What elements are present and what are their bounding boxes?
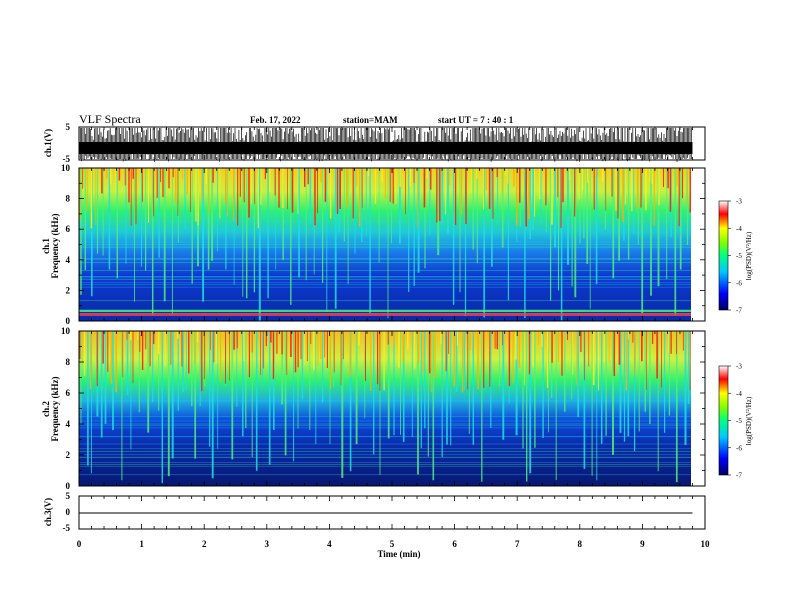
y-tick-label: 2 — [66, 450, 71, 460]
y-tick-label: 6 — [66, 224, 71, 234]
ch2-colorbar-ticks: -3 -4 -5 -6 -7 — [728, 363, 742, 480]
x-tick-label: 4 — [327, 539, 332, 549]
ch1-waveform-panel: 5 -5 ch.1(V) — [43, 122, 706, 164]
ch2-spectrogram-yticks: 0 2 4 6 8 10 — [61, 326, 705, 491]
ch1-low-band — [79, 313, 693, 316]
ch1-spectrogram-panel: 0 2 4 6 8 10 ch.1 Frequency (kHz) — [41, 163, 706, 326]
ch1-colorbar: -3 -4 -5 -6 -7 log(PSD)(V²/Hz) — [718, 198, 753, 315]
figure-title: VLF Spectra — [79, 112, 141, 126]
ch2-colorbar: -3 -4 -5 -6 -7 log(PSD)(V²/Hz) — [718, 363, 753, 480]
ch2-spectrogram-ylabel-channel: ch.2 — [41, 401, 51, 417]
ch3-ytick-bottom: -5 — [63, 523, 71, 533]
ch1-low-band-edge — [79, 310, 693, 312]
ch1-colorbar-ticks: -3 -4 -5 -6 -7 — [728, 198, 742, 315]
y-tick-label: 2 — [66, 285, 71, 295]
colorbar-tick-label: -5 — [736, 417, 742, 425]
y-tick-label: 4 — [66, 255, 71, 265]
colorbar-tick-label: -3 — [736, 363, 742, 371]
ch2-colorbar-gradient — [718, 365, 729, 476]
x-tick-label: 7 — [515, 539, 520, 549]
station-label: station=MAM — [343, 115, 398, 125]
x-tick-label: 8 — [578, 539, 583, 549]
ch1-ylabel: ch.1(V) — [43, 129, 53, 157]
ch3-ytick-top: 5 — [66, 491, 71, 501]
ch2-colorbar-label: log(PSD)(V²/Hz) — [745, 396, 753, 445]
y-tick-label: 6 — [66, 388, 71, 398]
y-tick-label: 10 — [61, 326, 71, 336]
x-tick-label: 6 — [452, 539, 457, 549]
colorbar-tick-label: -5 — [736, 252, 742, 260]
ch1-spectrogram-streaks — [79, 168, 693, 321]
y-tick-label: 8 — [66, 357, 71, 367]
y-tick-label: 8 — [66, 194, 71, 204]
x-tick-label: 9 — [640, 539, 645, 549]
y-tick-label: 4 — [66, 419, 71, 429]
colorbar-tick-label: -3 — [736, 198, 742, 206]
ch1-spectrogram-yticks: 0 2 4 6 8 10 — [61, 163, 705, 326]
ch3-waveform-panel: 5 0 -5 ch.3(V) — [43, 491, 706, 533]
ch2-spectrogram-ylabel-freq: Frequency (kHz) — [50, 376, 60, 441]
x-tick-label: 0 — [77, 539, 82, 549]
y-tick-label: 10 — [61, 163, 71, 173]
time-axis-tick-labels: 0 1 2 3 4 5 6 7 8 9 10 — [77, 539, 710, 549]
ch3-ylabel: ch.3(V) — [43, 498, 53, 526]
ch1-ytick-bottom: -5 — [63, 154, 71, 164]
colorbar-tick-label: -7 — [736, 472, 742, 480]
ch1-colorbar-label: log(PSD)(V²/Hz) — [745, 231, 753, 280]
ch1-spectrogram-ylabel-channel: ch.1 — [41, 238, 51, 254]
y-tick-label: 0 — [66, 316, 71, 326]
x-tick-label: 5 — [390, 539, 395, 549]
ch2-spectrogram-streaks — [79, 331, 693, 484]
date-label: Feb. 17, 2022 — [250, 115, 301, 125]
ch2-spectrogram-panel: 0 2 4 6 8 10 ch.2 Frequency (kHz) — [41, 326, 706, 491]
time-axis-ticks — [78, 127, 706, 529]
y-tick-label: 0 — [66, 481, 71, 491]
colorbar-tick-label: -6 — [736, 279, 742, 287]
x-tick-label: 1 — [139, 539, 144, 549]
ch1-spectrogram-ylabel-freq: Frequency (kHz) — [50, 213, 60, 278]
time-axis-label: Time (min) — [377, 549, 420, 559]
colorbar-tick-label: -6 — [736, 444, 742, 452]
ch1-ytick-top: 5 — [66, 122, 71, 132]
x-tick-label: 2 — [202, 539, 207, 549]
x-tick-label: 10 — [701, 539, 711, 549]
ch1-colorbar-gradient — [718, 200, 729, 311]
colorbar-tick-label: -4 — [736, 390, 742, 398]
ch3-ytick-mid: 0 — [66, 507, 71, 517]
ch1-waveform-trace — [78, 128, 693, 162]
x-tick-label: 3 — [265, 539, 270, 549]
colorbar-tick-label: -7 — [736, 307, 742, 315]
colorbar-tick-label: -4 — [736, 225, 742, 233]
start-time-label: start UT = 7 : 40 : 1 — [438, 115, 514, 125]
